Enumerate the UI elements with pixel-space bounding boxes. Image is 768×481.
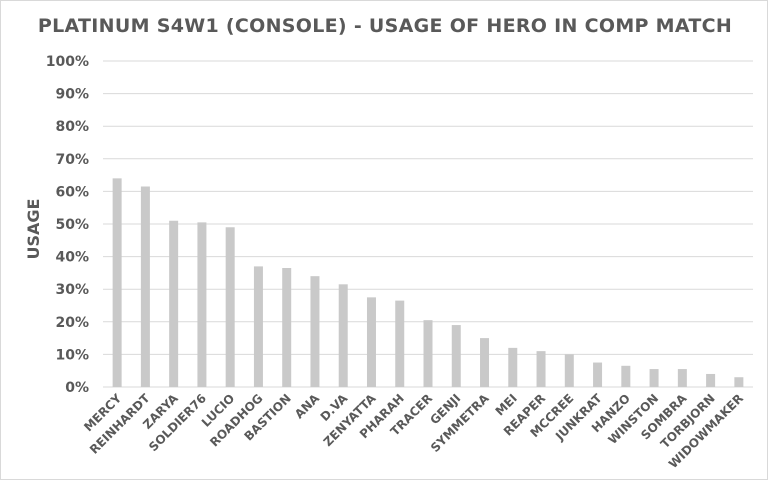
bar-mercy	[112, 178, 122, 387]
y-axis-title: USAGE	[24, 199, 43, 260]
bar-hanzo	[621, 365, 631, 387]
bar-mei	[508, 347, 518, 387]
y-tick-label: 0%	[65, 380, 89, 396]
x-tick-label: ANA	[292, 391, 323, 422]
bar-tracer	[423, 320, 433, 387]
bar-sombra	[677, 369, 687, 387]
bar-bastion	[282, 268, 292, 387]
bar-reinhardt	[140, 186, 150, 387]
bar-roadhog	[253, 266, 263, 387]
bar-symmetra	[480, 338, 490, 387]
bar-zenyatta	[366, 297, 376, 387]
chart-title: PLATINUM S4W1 (CONSOLE) - USAGE OF HERO …	[37, 15, 733, 37]
bar-lucio	[225, 227, 235, 387]
bars	[112, 178, 744, 387]
bar-soldier76	[197, 222, 207, 387]
y-tick-label: 60%	[55, 184, 89, 200]
y-tick-label: 30%	[55, 282, 89, 298]
bar-torbjorn	[706, 373, 716, 387]
x-axis-labels: MERCYREINHARDTZARYASOLDIER76LUCIOROADHOG…	[81, 391, 746, 472]
y-tick-label: 10%	[55, 347, 89, 363]
y-tick-label: 40%	[55, 250, 89, 266]
y-tick-label: 90%	[55, 87, 89, 103]
y-tick-label: 50%	[55, 217, 89, 233]
y-axis-ticks: 0% 10% 20% 30% 40% 50% 60% 70% 80% 90% 100%	[46, 54, 89, 396]
y-tick-label: 20%	[55, 315, 89, 331]
bar-d-va	[338, 284, 348, 387]
y-tick-label: 70%	[55, 152, 89, 168]
bar-winston	[649, 369, 659, 387]
y-tick-label: 80%	[55, 119, 89, 135]
bar-junkrat	[593, 362, 603, 387]
bar-pharah	[395, 300, 405, 387]
bar-zarya	[169, 220, 179, 387]
bar-widowmaker	[734, 377, 744, 387]
bar-genji	[451, 325, 461, 387]
bar-reaper	[536, 351, 546, 387]
bar-ana	[310, 276, 320, 387]
bar-mccree	[564, 354, 574, 387]
y-tick-label: 100%	[46, 54, 89, 70]
